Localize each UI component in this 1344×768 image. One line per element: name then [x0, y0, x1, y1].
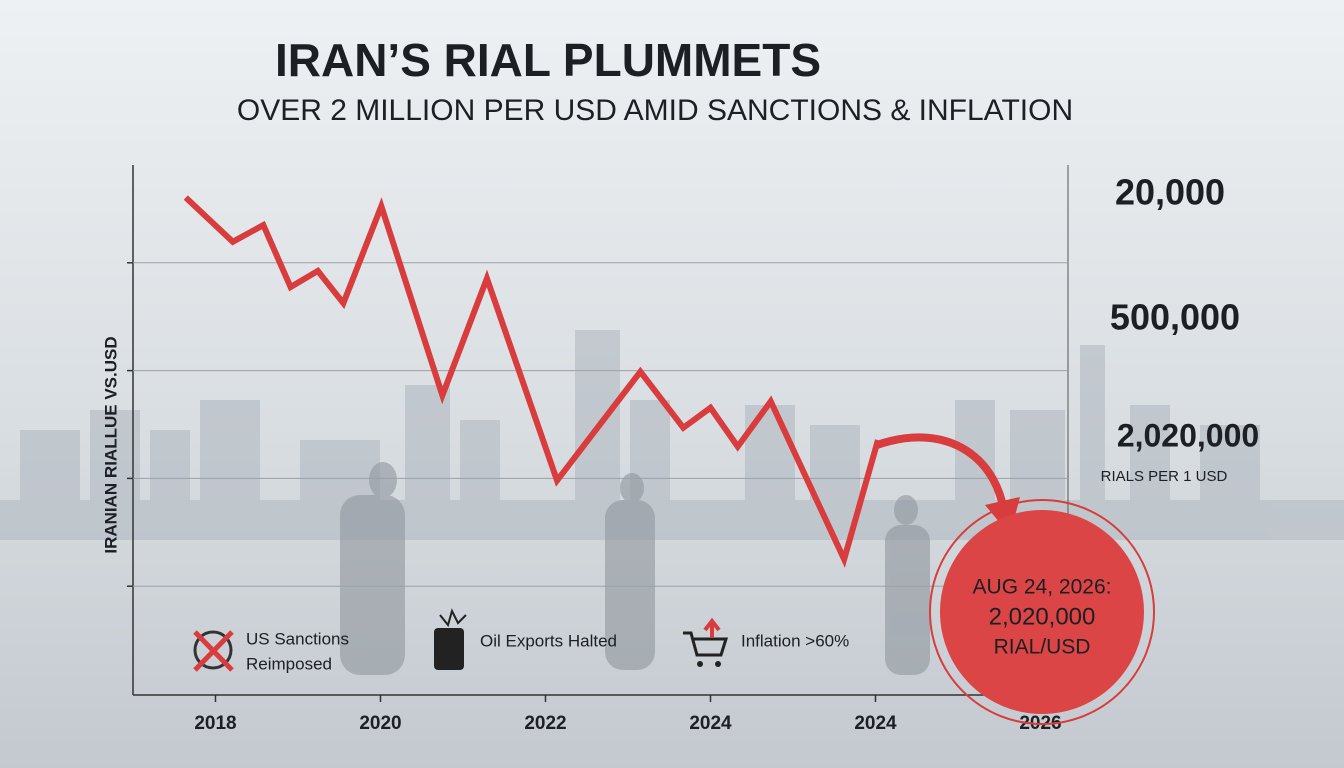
x-tick-label: 2018 — [194, 713, 236, 734]
y-label: 20,000 — [1115, 172, 1225, 213]
callout-circle — [940, 510, 1144, 714]
y-axis-label: IRANIAN RIALLUE VS.USD — [101, 336, 120, 553]
x-tick-label: 2024 — [854, 713, 897, 734]
line — [183, 195, 881, 568]
x-tick-label: 2022 — [524, 713, 566, 734]
callout-arrow — [875, 433, 1009, 521]
y-label: 2,020,000 — [1117, 417, 1259, 453]
annotation: Reimposed — [246, 654, 332, 673]
people — [340, 462, 930, 675]
legend-sanctions — [193, 630, 234, 672]
annotation: Inflation >60% — [741, 631, 849, 650]
x-tick-label: 2024 — [689, 713, 732, 734]
chart-subtitle: OVER 2 MILLION PER USD AMID SANCTIONS & … — [237, 94, 1073, 127]
legend-inflation — [683, 617, 729, 667]
callout-text: 2,020,000 — [989, 603, 1096, 630]
chart-title: IRAN’S RIAL PLUMMETS — [275, 34, 821, 86]
callout-text: AUG 24, 2026: — [973, 576, 1112, 599]
annotation: US Sanctions — [246, 629, 349, 648]
legend-oil — [434, 608, 467, 670]
y-label: 500,000 — [1110, 297, 1240, 338]
annotation: Oil Exports Halted — [480, 631, 617, 650]
callout-ring — [929, 499, 1155, 725]
y-unit-label: RIALS PER 1 USD — [1101, 468, 1228, 485]
x-tick-label: 2020 — [359, 713, 401, 734]
callout-text: RIAL/USD — [994, 636, 1091, 659]
